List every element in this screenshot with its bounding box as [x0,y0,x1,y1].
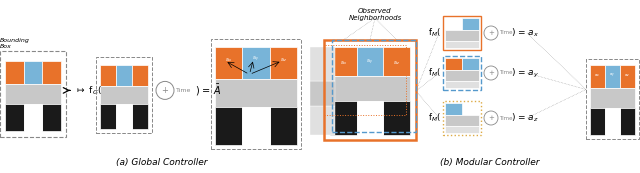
Bar [100,86,148,104]
Bar [590,65,605,88]
Bar [215,107,243,145]
Bar [586,59,639,139]
Bar [445,115,479,125]
Text: ) = $a_x$: ) = $a_x$ [511,27,539,39]
Text: Time: Time [499,71,513,75]
Bar [116,65,132,86]
Bar [96,57,152,133]
Bar [605,65,620,88]
Text: a$_x$: a$_x$ [225,56,232,64]
Bar [620,108,635,135]
Bar [330,76,410,101]
Bar [330,101,356,135]
Text: $\mapsto$ f$_G$(: $\mapsto$ f$_G$( [75,84,102,97]
Text: Time: Time [176,88,191,93]
Bar [445,125,479,133]
Bar [310,106,335,135]
Bar [445,80,479,88]
Bar [356,101,383,135]
Text: +: + [488,115,494,121]
Bar [42,61,61,84]
Bar [132,65,148,86]
Bar [5,61,24,84]
Bar [590,88,635,108]
Text: a$_z$: a$_z$ [393,59,400,67]
Text: ) = $a_y$: ) = $a_y$ [511,66,539,80]
Bar [445,40,479,48]
Bar [462,18,479,30]
Bar [269,107,297,145]
Bar [0,51,66,137]
Bar [100,65,116,86]
Bar [356,47,383,76]
Bar [5,104,24,131]
Bar [310,81,335,106]
Text: ) = $\bar{A}$: ) = $\bar{A}$ [195,83,221,98]
Text: +: + [488,30,494,36]
Bar [605,108,620,135]
Bar [24,104,42,131]
Bar [445,58,462,70]
Bar [116,104,132,129]
Bar [42,104,61,131]
Bar [443,101,481,135]
Text: f$_M$(: f$_M$( [428,112,441,124]
Text: f$_M$(: f$_M$( [428,27,441,39]
Text: a$_y$: a$_y$ [252,55,260,64]
Text: +: + [488,70,494,76]
Text: Bounding
Box: Bounding Box [0,38,30,49]
Text: (a) Global Controller: (a) Global Controller [116,158,208,167]
Bar [211,39,301,149]
Bar [445,30,479,40]
Bar [330,47,356,76]
Bar [243,47,269,79]
Bar [443,56,481,90]
Bar [383,47,410,76]
Text: ) = $a_z$: ) = $a_z$ [511,112,539,124]
Text: Time: Time [499,30,513,35]
Text: a$_y$: a$_y$ [367,58,374,67]
Bar [24,61,42,84]
Text: a$_z$: a$_z$ [280,56,287,64]
Bar [215,79,297,107]
Text: a$_y$: a$_y$ [609,72,616,79]
Bar [324,40,416,140]
Bar [620,65,635,88]
Bar [269,47,297,79]
Text: a$_x$: a$_x$ [340,59,347,67]
Bar [5,84,61,104]
Text: (b) Modular Controller: (b) Modular Controller [440,158,540,167]
Bar [443,16,481,50]
Bar [132,104,148,129]
Bar [445,103,462,115]
Text: Observed
Neighborhoods: Observed Neighborhoods [348,8,402,21]
Bar [462,58,479,70]
Text: Time: Time [499,116,513,121]
Bar [215,47,243,79]
Text: a$_x$: a$_x$ [595,72,601,79]
Bar [332,40,416,132]
Text: f$_M$(: f$_M$( [428,67,441,79]
Bar [243,107,269,145]
Bar [0,51,66,137]
Bar [324,45,406,115]
Text: a$_z$: a$_z$ [625,72,630,79]
Bar [310,47,335,81]
Bar [445,70,479,80]
Bar [383,101,410,135]
Text: +: + [161,86,168,95]
Bar [590,108,605,135]
Bar [100,104,116,129]
